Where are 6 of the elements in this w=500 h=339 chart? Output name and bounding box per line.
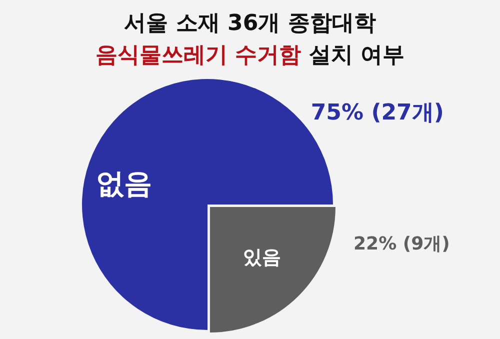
slice-label: 있음 [242, 246, 281, 269]
chart-subtitle: 음식물쓰레기 수거함 설치 여부 [95, 43, 404, 68]
slice-label: 없음 [96, 167, 152, 200]
data-label: 75% (27개) [310, 100, 444, 126]
chart-title: 서울 소재 36개 종합대학 [123, 10, 377, 38]
data-label: 22% (9개) [354, 234, 450, 255]
